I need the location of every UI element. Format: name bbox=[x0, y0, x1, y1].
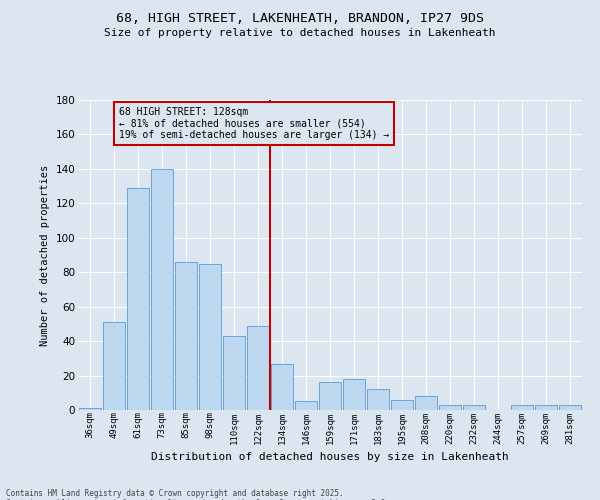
Bar bbox=[319, 382, 341, 410]
Y-axis label: Number of detached properties: Number of detached properties bbox=[40, 164, 50, 346]
Bar bbox=[511, 405, 533, 410]
Bar bbox=[103, 322, 125, 410]
Bar bbox=[199, 264, 221, 410]
Text: Contains HM Land Registry data © Crown copyright and database right 2025.: Contains HM Land Registry data © Crown c… bbox=[6, 488, 344, 498]
Bar bbox=[559, 405, 581, 410]
Bar bbox=[391, 400, 413, 410]
Bar bbox=[415, 396, 437, 410]
Bar bbox=[151, 169, 173, 410]
Bar bbox=[223, 336, 245, 410]
Bar bbox=[271, 364, 293, 410]
Bar bbox=[175, 262, 197, 410]
Bar bbox=[439, 405, 461, 410]
Text: Size of property relative to detached houses in Lakenheath: Size of property relative to detached ho… bbox=[104, 28, 496, 38]
X-axis label: Distribution of detached houses by size in Lakenheath: Distribution of detached houses by size … bbox=[151, 452, 509, 462]
Bar bbox=[79, 408, 101, 410]
Bar bbox=[247, 326, 269, 410]
Bar bbox=[127, 188, 149, 410]
Text: 68, HIGH STREET, LAKENHEATH, BRANDON, IP27 9DS: 68, HIGH STREET, LAKENHEATH, BRANDON, IP… bbox=[116, 12, 484, 26]
Bar bbox=[535, 405, 557, 410]
Text: Contains public sector information licensed under the Open Government Licence v3: Contains public sector information licen… bbox=[6, 498, 390, 500]
Bar bbox=[463, 405, 485, 410]
Bar bbox=[367, 390, 389, 410]
Text: 68 HIGH STREET: 128sqm
← 81% of detached houses are smaller (554)
19% of semi-de: 68 HIGH STREET: 128sqm ← 81% of detached… bbox=[119, 107, 389, 140]
Bar bbox=[343, 379, 365, 410]
Bar bbox=[295, 402, 317, 410]
